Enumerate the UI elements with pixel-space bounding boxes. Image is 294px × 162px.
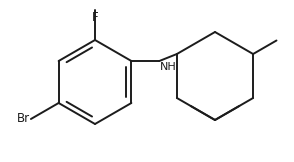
Text: Br: Br xyxy=(17,112,30,126)
Text: F: F xyxy=(92,11,98,24)
Text: NH: NH xyxy=(160,62,177,72)
